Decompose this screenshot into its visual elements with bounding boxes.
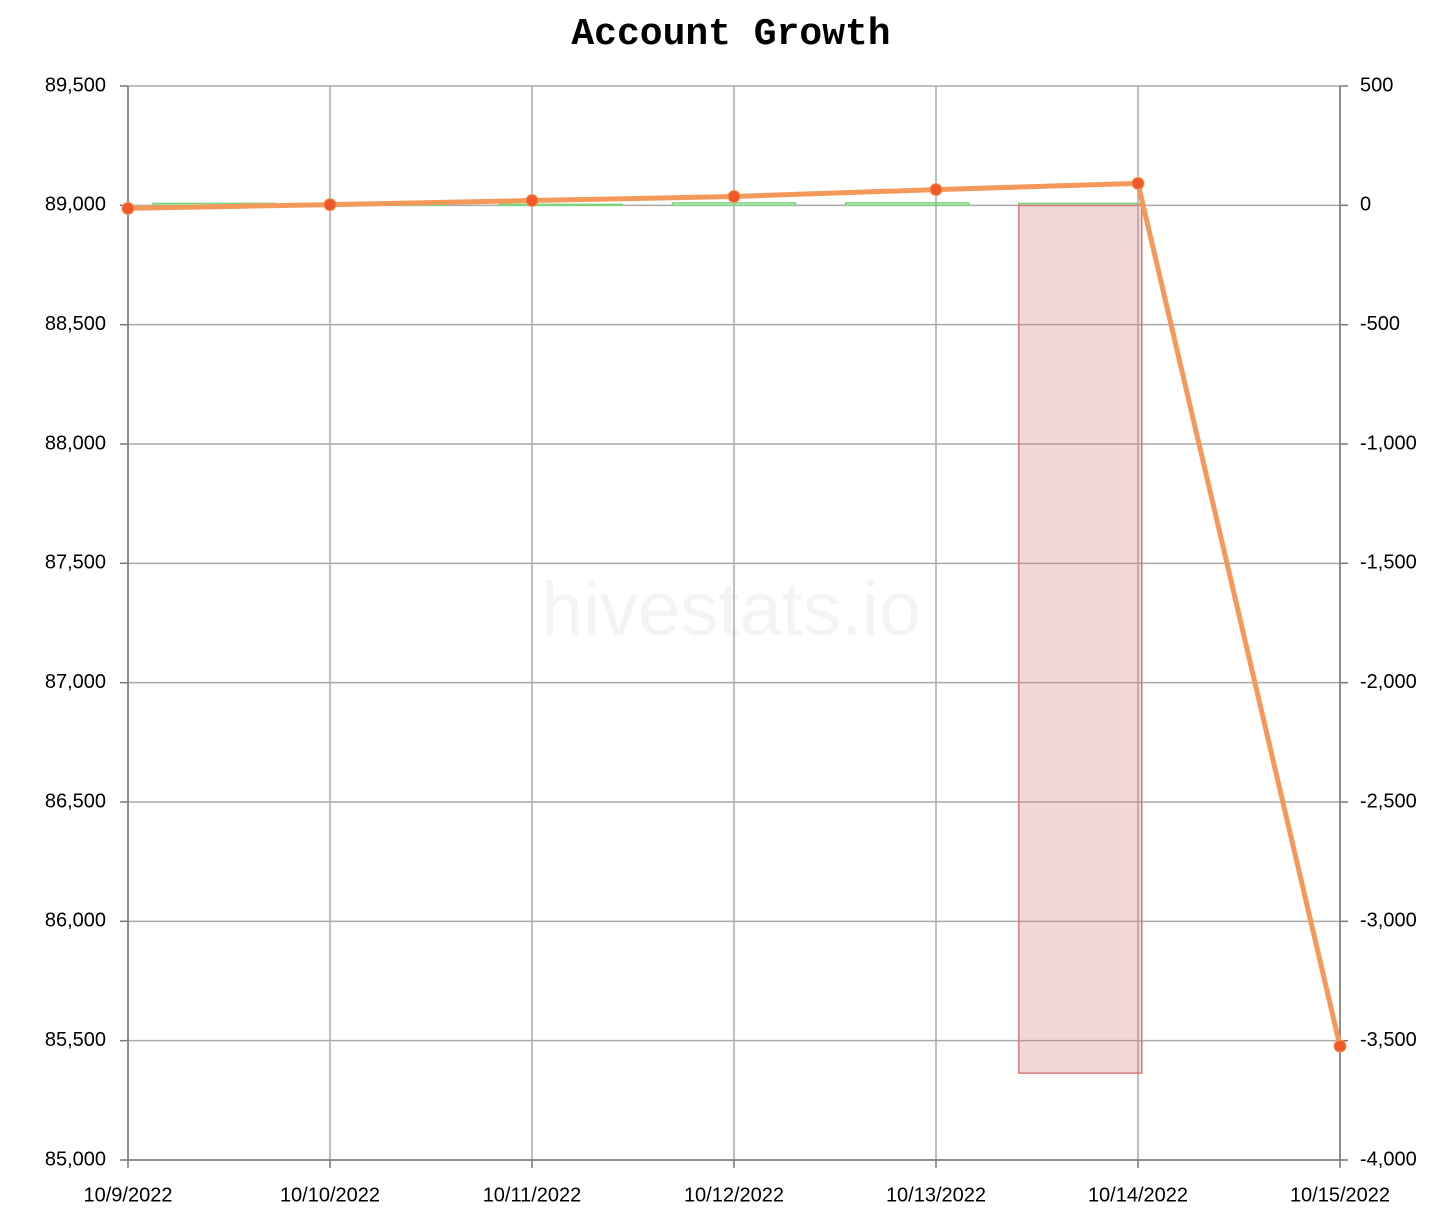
x-tick-label: 10/12/2022	[684, 1184, 784, 1206]
y2-tick-label: -4,000	[1360, 1148, 1417, 1170]
bar	[498, 203, 624, 207]
y2-tick-label: -1,500	[1360, 552, 1417, 574]
point	[1131, 176, 1145, 190]
x-tick-label: 10/15/2022	[1290, 1184, 1390, 1206]
bar	[671, 202, 797, 207]
y-tick-label: 89,000	[45, 194, 106, 216]
y-tick-label: 87,500	[45, 552, 106, 574]
y2-tick-label: 500	[1360, 74, 1393, 96]
x-tick-label: 10/13/2022	[886, 1184, 986, 1206]
y2-tick-label: 0	[1360, 194, 1371, 216]
y2-tick-label: -500	[1360, 313, 1400, 335]
y2-tick-label: -2,000	[1360, 671, 1417, 693]
point	[1333, 1039, 1347, 1053]
bar	[1018, 204, 1143, 1074]
y2-tick-label: -1,000	[1360, 432, 1417, 454]
chart-title: Account Growth	[571, 13, 890, 56]
x-tick-label: 10/10/2022	[280, 1184, 380, 1206]
watermark: hivestats.io	[541, 567, 921, 652]
y-tick-label: 85,000	[45, 1148, 106, 1170]
x-tick-label: 10/9/2022	[84, 1184, 173, 1206]
bar	[844, 202, 970, 207]
y2-tick-label: -3,000	[1360, 910, 1417, 932]
y2-tick-label: -2,500	[1360, 790, 1417, 812]
y-tick-label: 89,500	[45, 74, 106, 96]
point	[929, 183, 943, 197]
point	[323, 198, 337, 212]
point	[525, 194, 539, 208]
y-tick-label: 85,500	[45, 1029, 106, 1051]
point	[727, 190, 741, 204]
y2-tick-label: -3,500	[1360, 1029, 1417, 1051]
y-tick-label: 88,500	[45, 313, 106, 335]
point	[121, 201, 135, 215]
y-tick-label: 88,000	[45, 432, 106, 454]
y-tick-label: 86,000	[45, 910, 106, 932]
y-tick-label: 87,000	[45, 671, 106, 693]
y-tick-label: 86,500	[45, 790, 106, 812]
x-tick-label: 10/14/2022	[1088, 1184, 1188, 1206]
x-tick-label: 10/11/2022	[483, 1184, 582, 1206]
